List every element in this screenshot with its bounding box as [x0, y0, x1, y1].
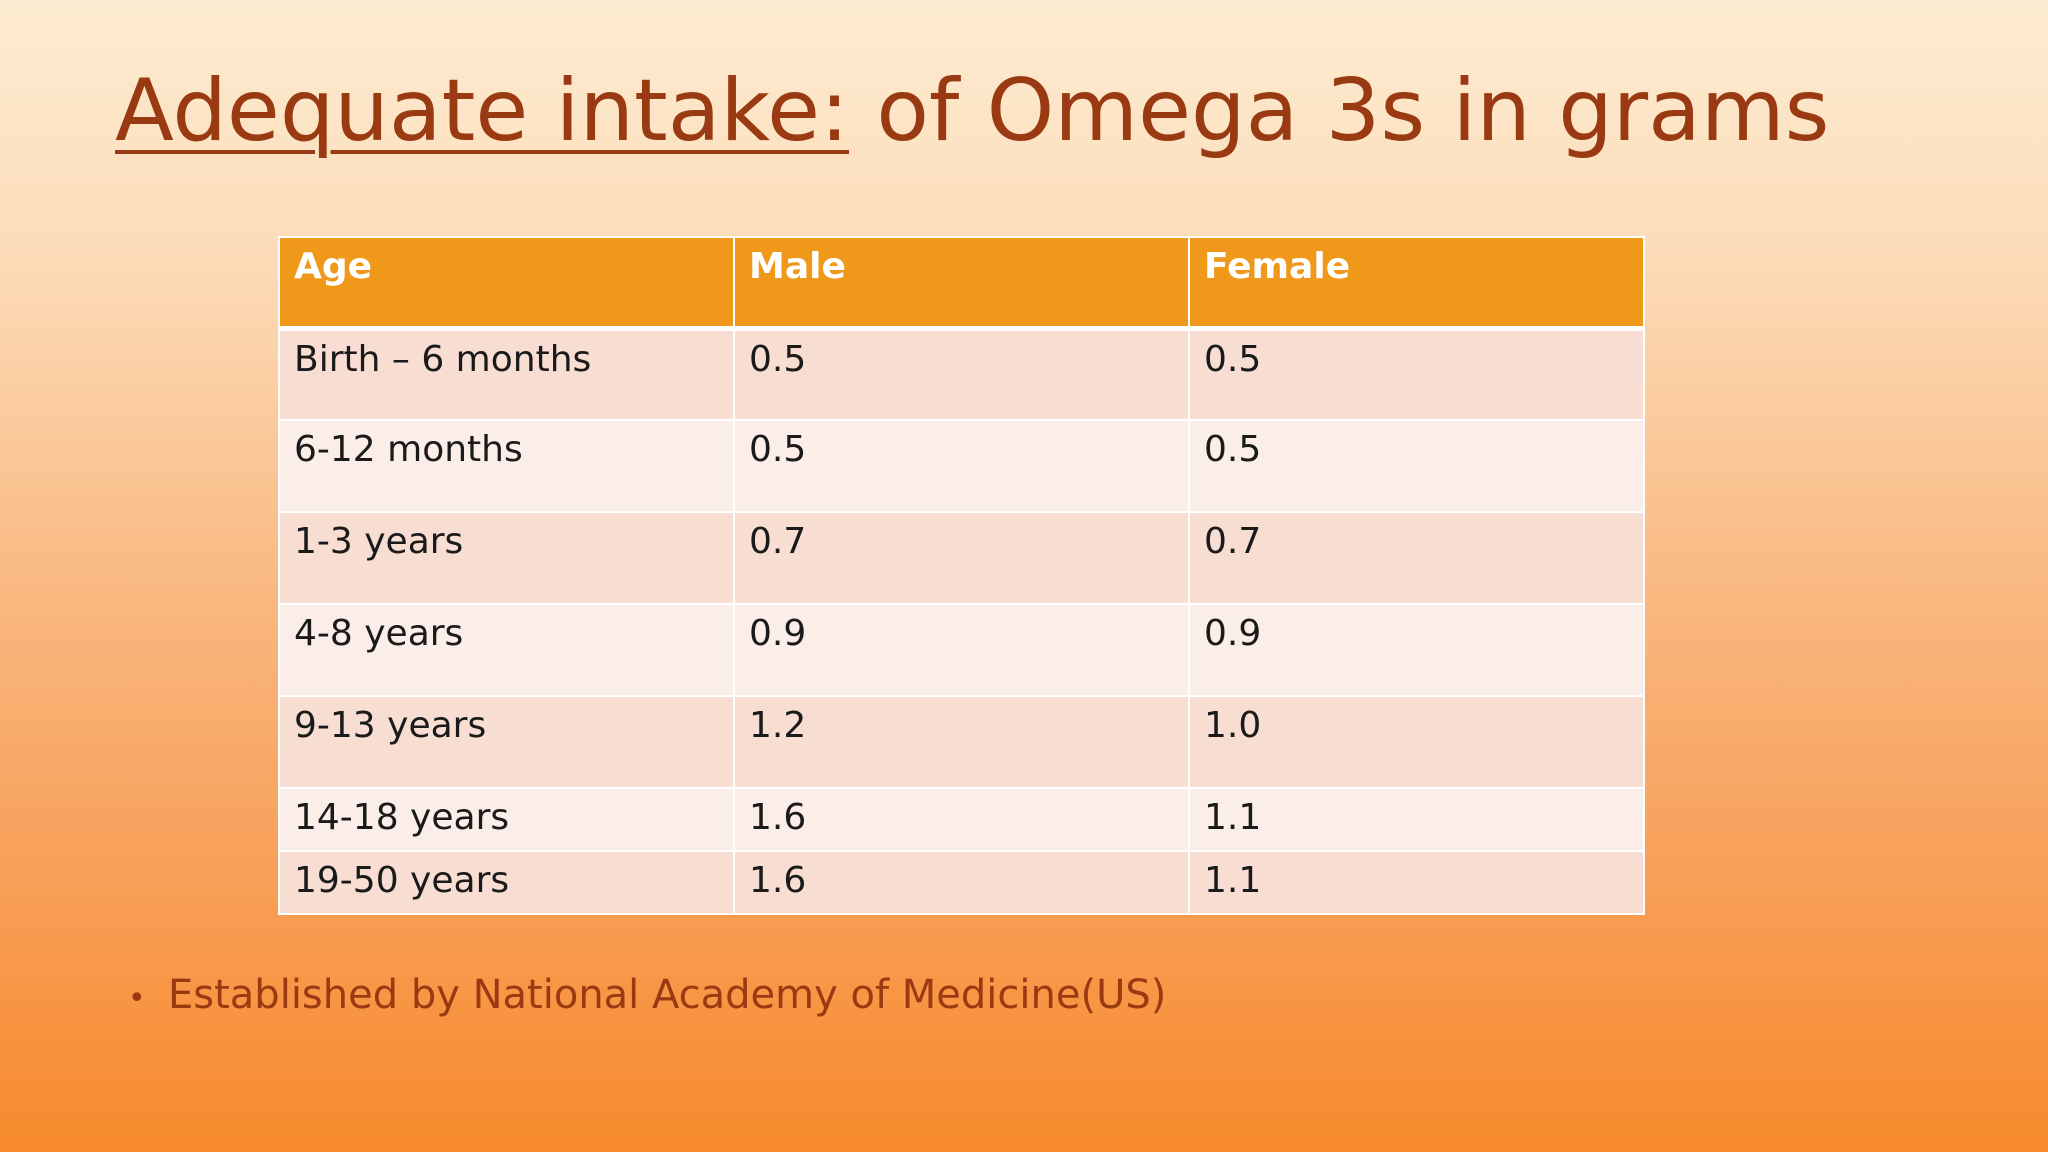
cell-age: 6-12 months: [278, 419, 735, 513]
cell-female: 0.5: [1188, 327, 1645, 421]
bullet-dot-icon: •: [128, 981, 146, 1016]
table-row: 6-12 months 0.5 0.5: [278, 419, 1645, 513]
cell-female: 1.0: [1188, 695, 1645, 789]
table-row: Birth – 6 months 0.5 0.5: [278, 327, 1645, 421]
table-row: 19-50 years 1.6 1.1: [278, 850, 1645, 915]
cell-male: 1.6: [733, 850, 1190, 915]
table-row: 1-3 years 0.7 0.7: [278, 511, 1645, 605]
cell-male: 0.7: [733, 511, 1190, 605]
cell-age: 14-18 years: [278, 787, 735, 852]
cell-female: 0.7: [1188, 511, 1645, 605]
cell-age: 9-13 years: [278, 695, 735, 789]
cell-age: 4-8 years: [278, 603, 735, 697]
cell-female: 1.1: [1188, 850, 1645, 915]
cell-male: 0.5: [733, 419, 1190, 513]
intake-table: Age Male Female Birth – 6 months 0.5 0.5…: [278, 236, 1645, 915]
cell-age: Birth – 6 months: [278, 327, 735, 421]
table-row: 9-13 years 1.2 1.0: [278, 695, 1645, 789]
cell-age: 19-50 years: [278, 850, 735, 915]
slide-title: Adequate intake: of Omega 3s in grams: [115, 60, 1829, 163]
cell-female: 1.1: [1188, 787, 1645, 852]
table-header: Age Male Female: [278, 236, 1645, 331]
table-body: Birth – 6 months 0.5 0.5 6-12 months 0.5…: [278, 327, 1645, 915]
cell-male: 0.5: [733, 327, 1190, 421]
bullet-text: Established by National Academy of Medic…: [168, 972, 1167, 1018]
table-row: 14-18 years 1.6 1.1: [278, 787, 1645, 852]
header-female: Female: [1188, 236, 1645, 331]
table-row: 4-8 years 0.9 0.9: [278, 603, 1645, 697]
header-male: Male: [733, 236, 1190, 331]
slide-title-rest: of Omega 3s in grams: [849, 61, 1830, 161]
cell-male: 0.9: [733, 603, 1190, 697]
slide-title-underlined: Adequate intake:: [115, 61, 850, 161]
cell-male: 1.6: [733, 787, 1190, 852]
cell-male: 1.2: [733, 695, 1190, 789]
header-row: Age Male Female: [278, 236, 1645, 331]
cell-female: 0.5: [1188, 419, 1645, 513]
cell-age: 1-3 years: [278, 511, 735, 605]
bullet-list: • Established by National Academy of Med…: [128, 972, 1166, 1018]
header-age: Age: [278, 236, 735, 331]
intake-table-container: Age Male Female Birth – 6 months 0.5 0.5…: [278, 236, 1645, 915]
cell-female: 0.9: [1188, 603, 1645, 697]
bullet-item: • Established by National Academy of Med…: [128, 972, 1166, 1018]
